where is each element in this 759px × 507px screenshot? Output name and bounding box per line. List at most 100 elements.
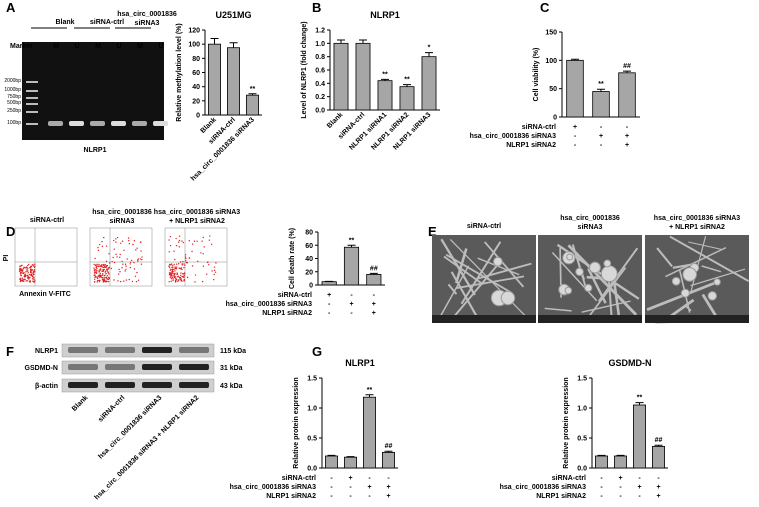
sem-cell	[575, 267, 584, 277]
condition-mark: -	[600, 493, 603, 500]
flow-dot	[169, 269, 171, 272]
flow-dot	[135, 280, 138, 283]
panel-label: D	[6, 224, 15, 239]
condition-mark: +	[372, 310, 376, 317]
condition-mark: +	[348, 475, 352, 482]
gel-band	[132, 121, 147, 126]
flow-dot	[22, 280, 24, 282]
flow-dot	[115, 241, 117, 243]
bar	[246, 94, 259, 116]
error-bar	[346, 456, 355, 458]
flow-dot	[117, 280, 119, 282]
gel-size-label: 2000bp	[4, 78, 21, 84]
condition-mark: -	[368, 493, 371, 500]
flow-dot	[130, 259, 133, 262]
flow-dot	[116, 236, 119, 239]
flow-dot	[209, 235, 211, 237]
bar	[618, 72, 636, 118]
bar	[421, 56, 437, 111]
panel-label: C	[540, 0, 550, 15]
flow-dot	[113, 279, 115, 281]
blot-band	[179, 364, 209, 370]
sem-fiber	[656, 247, 673, 268]
y-axis-label: Relative methylation level (%)	[176, 23, 183, 121]
flow-dot	[112, 256, 114, 259]
gel-lane-sub: U	[74, 43, 79, 50]
flow-dot	[202, 236, 204, 239]
sem-fiber	[701, 265, 722, 273]
flow-dot	[171, 272, 173, 275]
gel-lane-sub: U	[116, 43, 121, 50]
flow-dot	[128, 239, 130, 242]
flow-dot	[191, 250, 193, 253]
flow-dot	[102, 281, 105, 283]
y-tick-label: 0.6	[315, 68, 325, 75]
error-bar	[403, 84, 411, 87]
flow-dot	[99, 265, 102, 267]
flow-dot	[178, 235, 181, 237]
condition-label: NLRP1 siRNA2	[266, 493, 316, 500]
flow-dot	[20, 271, 22, 274]
blot-strip	[61, 343, 215, 358]
sem-scalebar	[645, 315, 749, 323]
flow-dot	[99, 272, 101, 275]
flow-dot	[106, 280, 108, 283]
flow-dot	[180, 272, 182, 274]
blot-band	[105, 364, 135, 370]
condition-mark: +	[637, 484, 641, 491]
condition-mark: +	[327, 292, 331, 299]
flow-dot	[105, 268, 108, 270]
flow-dot	[202, 253, 204, 255]
sem-fiber	[665, 246, 727, 278]
flow-dot	[24, 275, 26, 277]
flow-dot	[210, 243, 213, 245]
bar	[399, 86, 415, 111]
flow-dot	[21, 264, 23, 266]
flow-dot	[137, 279, 140, 282]
flow-dot	[105, 266, 108, 268]
flow-dot	[207, 264, 210, 266]
flow-dot	[175, 279, 177, 282]
flow-dot	[181, 268, 183, 271]
flow-dot	[174, 281, 177, 283]
sem-fiber	[447, 283, 458, 295]
flow-dot	[116, 256, 118, 258]
flow-dot	[106, 275, 108, 277]
sem-fiber	[544, 307, 572, 312]
flow-dot	[101, 276, 104, 279]
sem-cell	[500, 290, 516, 306]
flow-dot	[214, 271, 217, 273]
y-tick-label: 20	[305, 269, 313, 276]
flow-dot	[95, 268, 97, 271]
condition-mark: -	[350, 292, 353, 299]
flow-dot	[28, 278, 30, 280]
flow-dot	[174, 270, 176, 272]
flow-dot	[175, 278, 177, 280]
flow-dot	[126, 258, 128, 260]
flow-dot	[23, 278, 25, 281]
flow-dot	[101, 278, 104, 280]
gel-lane-label: hsa_circ_0001836	[117, 11, 177, 18]
flow-dot	[24, 278, 26, 281]
flow-dot	[168, 263, 171, 266]
flow-dot	[96, 267, 98, 270]
flow-dot	[119, 271, 121, 273]
blot-protein-label: GSDMD-N	[25, 365, 58, 372]
flow-dot	[98, 270, 100, 272]
y-tick-label: 0.4	[315, 81, 325, 88]
flow-dot	[20, 274, 23, 277]
flow-dot	[19, 280, 22, 283]
flow-title: siRNA3	[110, 218, 135, 225]
flow-dot	[184, 264, 186, 266]
flow-dot	[107, 276, 110, 279]
condition-label: NLRP1 siRNA2	[506, 142, 556, 149]
flow-dot	[94, 281, 96, 283]
sem-fiber	[483, 241, 525, 288]
condition-mark: -	[657, 475, 660, 482]
condition-mark: -	[349, 493, 352, 500]
flow-dot	[26, 274, 29, 277]
flow-dot	[30, 268, 32, 270]
sem-fiber	[685, 306, 692, 312]
condition-mark: +	[367, 484, 371, 491]
